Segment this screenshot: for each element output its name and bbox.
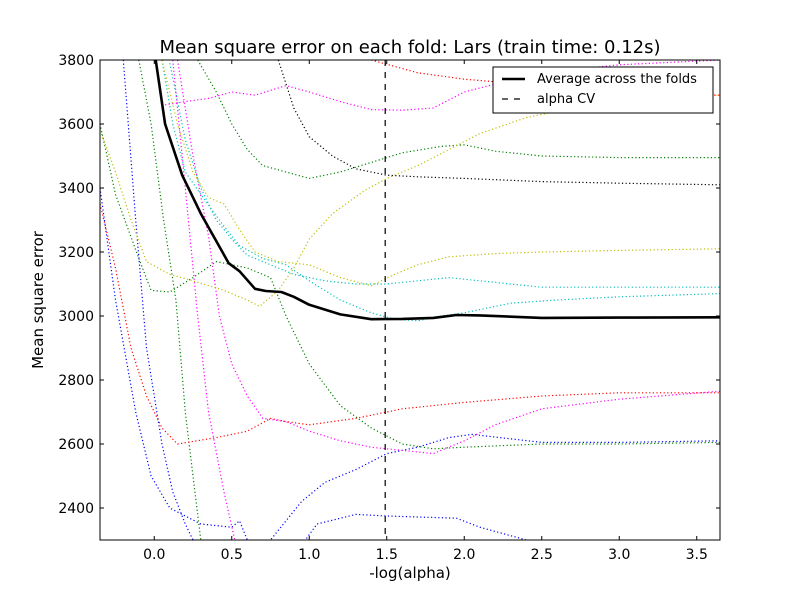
legend-label-alpha-cv: alpha CV: [537, 92, 595, 107]
fold-line-3: [304, 513, 527, 540]
y-axis-label: Mean square error: [29, 230, 47, 369]
x-axis-label: -log(alpha): [369, 564, 451, 582]
fold-line-4: [122, 60, 194, 540]
ticks-layer: 0.0 0.5 1.0 1.5 2.0 2.5 3.0 3.5 2400 2600 2800 3000…: [58, 53, 720, 563]
fold-line-5: [100, 123, 720, 450]
y-tick-label: 3400: [58, 181, 94, 197]
series-layer: [100, 60, 720, 540]
fold-line-12: [172, 60, 236, 540]
x-tick-label: 1.5: [376, 547, 398, 563]
fold-line-6: [197, 60, 720, 180]
fold-line-15: [161, 60, 720, 287]
x-tick-label: 2.0: [453, 547, 475, 563]
fold-line-8: [100, 203, 720, 445]
plot-frame: [99, 59, 721, 541]
average-line: [154, 60, 720, 321]
fold-line-13: [161, 60, 720, 322]
y-tick-label: 3200: [58, 245, 94, 261]
x-tick-label: 3.0: [608, 547, 630, 563]
legend-label-average: Average across the folds: [537, 72, 697, 87]
fold-line-7: [138, 60, 202, 540]
x-tick-label: 0.5: [221, 547, 243, 563]
plot-area: [100, 60, 720, 540]
legend: Average across the folds alpha CV: [492, 66, 714, 114]
x-tick-label: 3.5: [686, 547, 708, 563]
x-tick-label: 2.5: [531, 547, 553, 563]
legend-box: [492, 66, 714, 114]
fold-line-11: [176, 60, 720, 455]
y-tick-label: 2600: [58, 437, 94, 453]
y-tick-label: 2800: [58, 373, 94, 389]
fold-line-17: [277, 60, 720, 186]
y-tick-label: 2400: [58, 501, 94, 517]
y-tick-label: 3800: [58, 53, 94, 69]
x-tick-label: 1.0: [298, 547, 320, 563]
x-tick-label: 0.0: [143, 547, 165, 563]
y-tick-label: 3000: [58, 309, 94, 325]
fold-line-16: [100, 94, 720, 308]
chart-title: Mean square error on each fold: Lars (tr…: [159, 37, 660, 58]
y-tick-label: 3600: [58, 117, 94, 133]
